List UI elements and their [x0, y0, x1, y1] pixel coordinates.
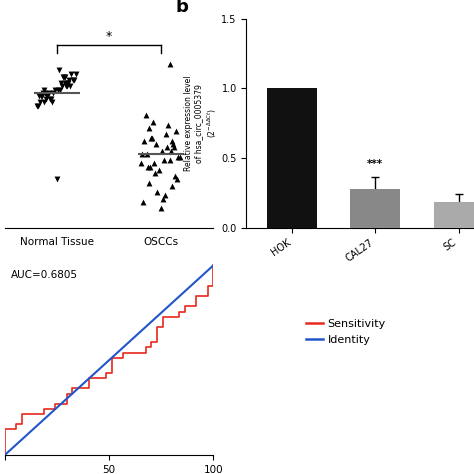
- Point: [157, 204, 165, 212]
- Point: [176, 153, 184, 161]
- Point: [142, 111, 149, 119]
- Text: AUC=0.6805: AUC=0.6805: [11, 270, 78, 280]
- Point: [42, 89, 49, 97]
- Point: [166, 156, 173, 164]
- Point: [145, 124, 153, 132]
- Point: [171, 173, 179, 180]
- Point: [172, 128, 180, 135]
- Point: [39, 89, 47, 97]
- Point: [161, 156, 168, 164]
- Point: [164, 121, 172, 128]
- Point: [38, 92, 46, 100]
- Point: [146, 163, 154, 170]
- Point: [69, 76, 76, 84]
- Point: [64, 79, 71, 87]
- Point: [51, 86, 59, 93]
- Point: [41, 86, 48, 93]
- Point: [163, 131, 170, 138]
- Point: [149, 118, 156, 126]
- Point: [137, 160, 145, 167]
- Point: [58, 82, 66, 90]
- Point: [167, 147, 174, 155]
- Point: [44, 92, 51, 100]
- Point: [151, 169, 159, 177]
- Point: [170, 144, 177, 151]
- Y-axis label: Relative expression level
of hsa_circ_0005379
$(2^{-\Delta\Delta Ct})$: Relative expression level of hsa_circ_00…: [184, 75, 219, 171]
- Point: [60, 73, 68, 81]
- Point: [63, 82, 70, 90]
- Text: *: *: [106, 30, 112, 43]
- Point: [72, 70, 80, 77]
- Text: b: b: [175, 0, 188, 16]
- Point: [169, 140, 176, 148]
- Bar: [267, 89, 317, 228]
- Point: [33, 102, 41, 109]
- Point: [173, 175, 181, 183]
- Point: [164, 144, 171, 151]
- Point: [145, 179, 153, 186]
- Point: [144, 163, 151, 170]
- Point: [46, 95, 54, 103]
- Point: [168, 137, 175, 145]
- Point: [67, 82, 74, 90]
- Point: [162, 191, 169, 199]
- Point: [62, 79, 69, 87]
- Point: [54, 86, 62, 93]
- Bar: [434, 202, 474, 228]
- Point: [45, 89, 52, 97]
- Legend: Sensitivity, Identity: Sensitivity, Identity: [302, 314, 390, 349]
- Text: ***: ***: [367, 159, 383, 169]
- Text: n=37: n=37: [94, 265, 124, 275]
- Point: [152, 140, 160, 148]
- Point: [168, 182, 175, 190]
- Point: [138, 150, 146, 157]
- Point: [150, 160, 158, 167]
- Bar: [350, 189, 401, 228]
- Point: [147, 134, 155, 141]
- Point: [53, 175, 61, 183]
- Point: [59, 73, 67, 81]
- Point: [153, 189, 161, 196]
- Point: [41, 99, 48, 106]
- Point: [141, 137, 148, 145]
- Point: [159, 195, 167, 202]
- Point: [64, 79, 72, 87]
- Point: [166, 60, 173, 68]
- Point: [56, 86, 64, 93]
- Point: [37, 92, 45, 100]
- Point: [148, 134, 155, 141]
- Point: [43, 95, 50, 103]
- Point: [143, 150, 150, 157]
- Point: [49, 89, 56, 97]
- Point: [155, 166, 163, 173]
- Point: [158, 147, 166, 155]
- Point: [36, 99, 44, 106]
- Point: [68, 70, 75, 77]
- Point: [65, 76, 73, 84]
- Point: [34, 102, 42, 109]
- Point: [55, 66, 63, 74]
- Point: [48, 99, 55, 106]
- Point: [64, 82, 71, 90]
- Point: [36, 92, 43, 100]
- Point: [140, 198, 147, 206]
- Point: [57, 79, 65, 87]
- Point: [62, 73, 69, 81]
- Point: [47, 95, 55, 103]
- Point: [70, 76, 77, 84]
- Point: [174, 153, 182, 161]
